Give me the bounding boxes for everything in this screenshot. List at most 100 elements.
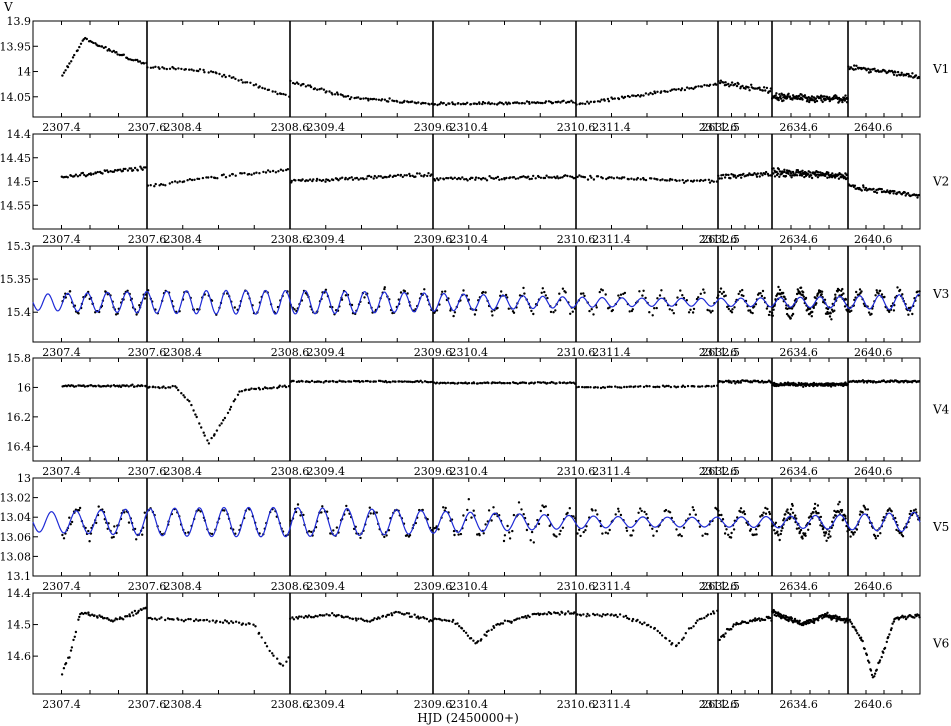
data-point (112, 49, 116, 53)
data-point (608, 176, 611, 179)
x-tick-label: 2311.4 (592, 346, 631, 359)
data-point (655, 306, 658, 310)
data-point (290, 179, 293, 183)
data-point (892, 73, 896, 77)
data-point (312, 178, 315, 181)
data-point (520, 508, 523, 511)
data-point (582, 613, 585, 616)
data-point (302, 616, 306, 619)
data-point (92, 385, 95, 388)
data-point (687, 311, 691, 314)
data-point (774, 521, 778, 524)
data-point (349, 380, 353, 383)
data-point (346, 94, 350, 98)
data-point (116, 168, 120, 172)
data-point (264, 171, 268, 174)
data-point (564, 174, 567, 177)
data-point (448, 102, 451, 105)
data-point (548, 524, 551, 528)
data-point (604, 531, 607, 534)
data-point (282, 92, 285, 96)
data-point (708, 309, 711, 312)
data-point (351, 617, 355, 621)
data-point (626, 616, 629, 620)
data-point (173, 180, 177, 183)
data-point (533, 612, 536, 616)
data-point (207, 71, 210, 74)
x-tick-label: 2632.5 (701, 698, 740, 711)
data-point (308, 530, 311, 533)
data-point (487, 629, 490, 632)
y-tick-label: 13.06 (0, 531, 31, 544)
data-point (770, 619, 773, 622)
data-point (426, 518, 429, 521)
data-point (546, 381, 549, 385)
data-point (639, 507, 642, 510)
x-tick-label: 2640.6 (854, 698, 893, 711)
data-point (309, 85, 313, 89)
data-point (838, 615, 841, 619)
data-point (579, 614, 583, 617)
data-point (884, 70, 887, 73)
data-point (73, 635, 77, 638)
data-point (775, 92, 778, 95)
panel-frame (32, 477, 921, 577)
data-point (824, 174, 827, 178)
data-point (284, 93, 287, 97)
data-point (763, 618, 767, 622)
data-point (403, 380, 406, 383)
data-point (383, 535, 386, 539)
data-point (842, 292, 845, 295)
x-tick-label: 2309.6 (414, 465, 453, 478)
data-point (379, 379, 382, 383)
y-tick-label: 16.2 (7, 411, 32, 424)
data-point (827, 536, 830, 539)
data-point (810, 176, 814, 180)
data-point (827, 171, 830, 174)
data-point (264, 386, 267, 390)
data-point (171, 384, 174, 388)
data-point (85, 37, 89, 41)
data-point (426, 381, 430, 384)
data-point (681, 294, 684, 297)
data-point (808, 522, 812, 526)
data-point (886, 189, 889, 192)
data-point (188, 400, 191, 403)
data-point (663, 179, 667, 182)
data-point (770, 311, 774, 315)
data-point (265, 645, 269, 648)
data-point (636, 618, 639, 622)
data-point (514, 177, 517, 180)
data-point (645, 385, 649, 388)
data-point (158, 386, 161, 390)
data-point (708, 181, 712, 184)
data-point (428, 103, 431, 106)
data-point (888, 192, 892, 195)
data-point (592, 313, 595, 316)
data-point (136, 384, 140, 387)
data-point (641, 622, 644, 626)
data-point (60, 673, 64, 676)
data-point (287, 656, 290, 659)
data-point (729, 536, 733, 539)
data-point (209, 70, 213, 73)
data-point (445, 103, 448, 107)
data-point (383, 98, 387, 101)
x-tick-label: 2308.4 (164, 346, 203, 359)
data-point (187, 531, 190, 534)
x-tick-label: 2307.6 (128, 346, 167, 359)
data-point (551, 101, 555, 105)
data-point (403, 99, 406, 103)
data-point (207, 442, 211, 445)
data-point (408, 172, 411, 176)
x-tick-label: 2311.4 (592, 465, 631, 478)
data-point (580, 175, 583, 178)
data-point (122, 53, 126, 56)
data-point (133, 385, 136, 388)
data-point (883, 646, 887, 650)
data-point (668, 511, 672, 514)
data-point (234, 77, 237, 81)
data-point (838, 100, 841, 103)
data-point (504, 101, 508, 104)
data-point (320, 87, 323, 90)
